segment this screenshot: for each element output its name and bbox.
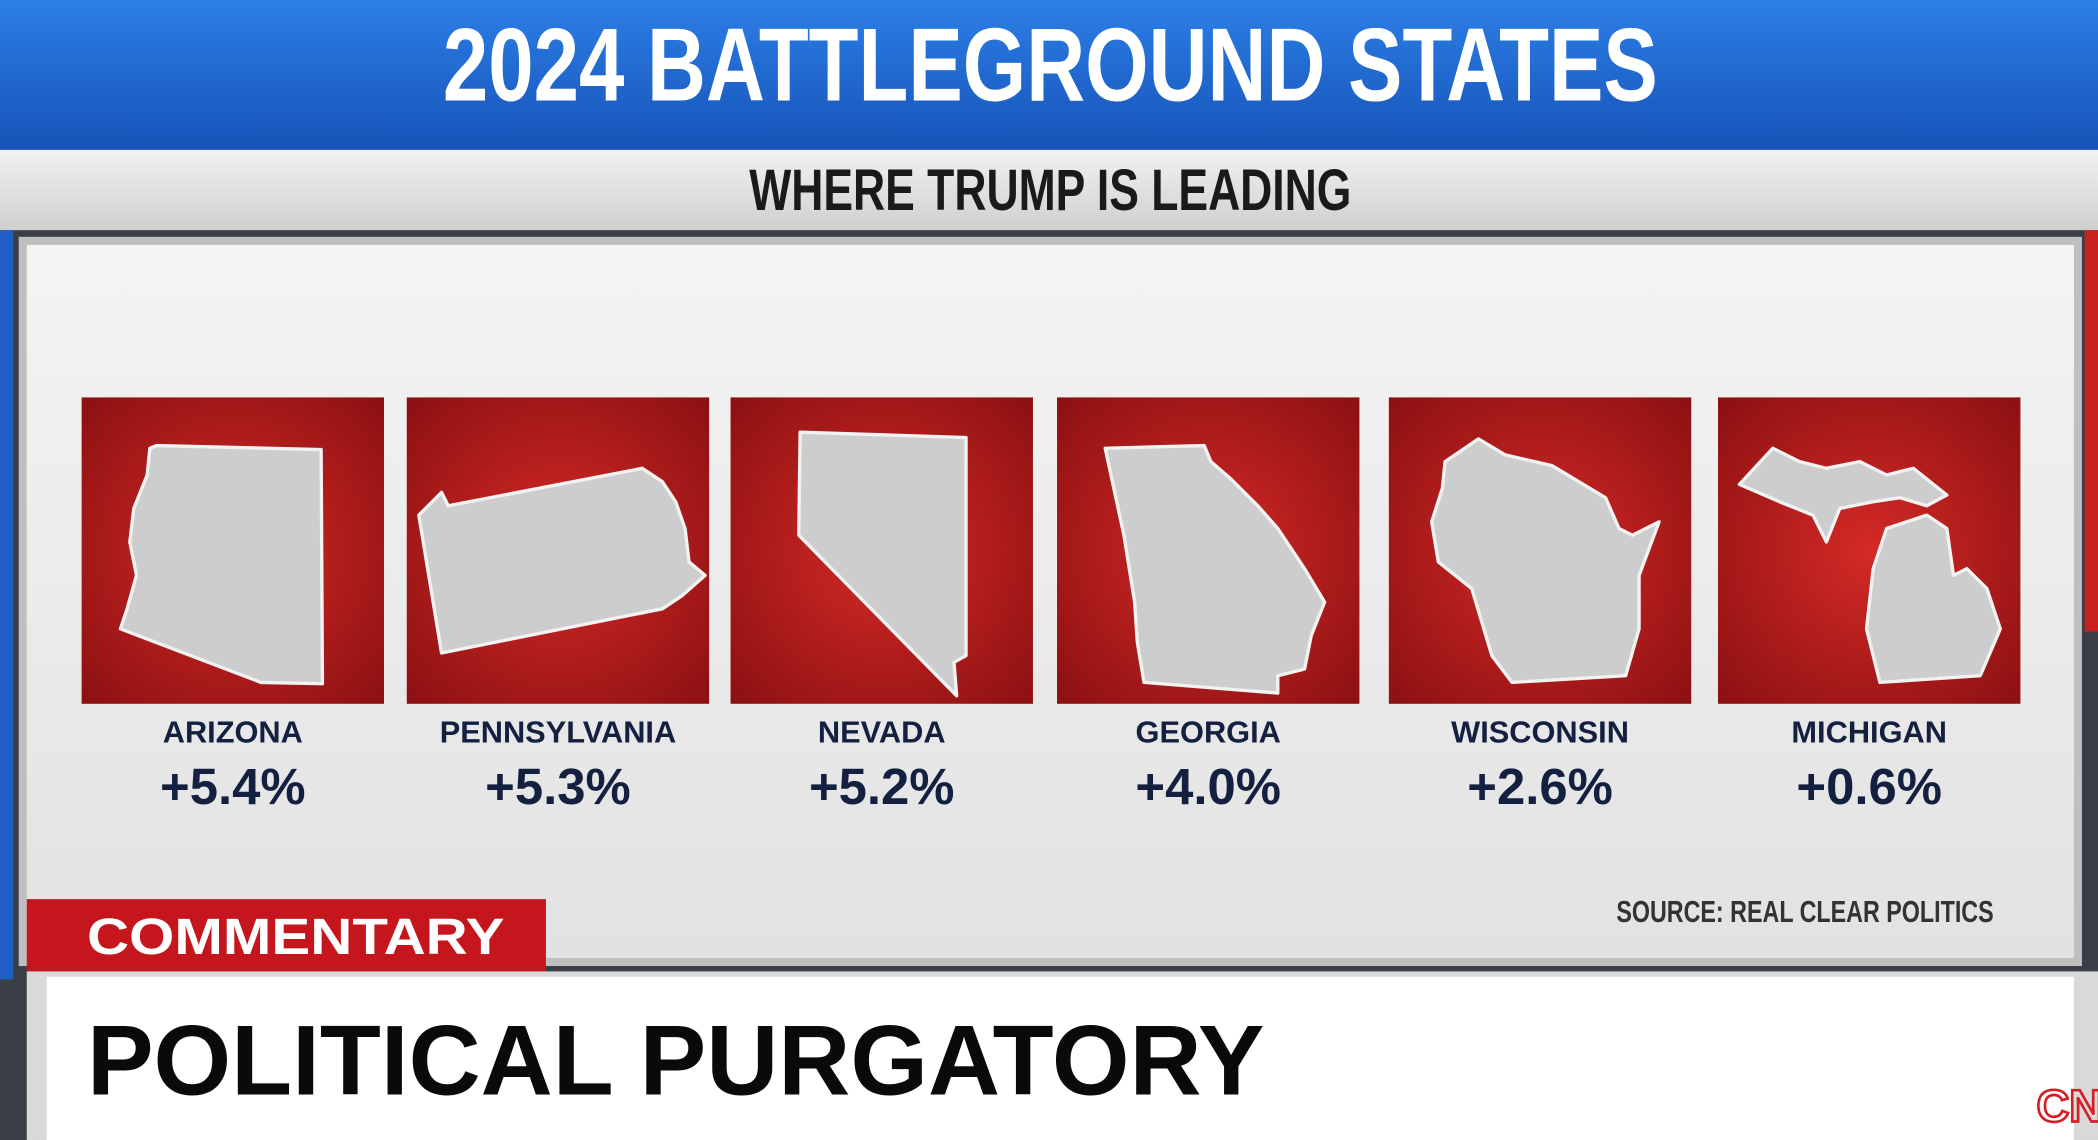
state-name: GEORGIA xyxy=(1136,715,1281,750)
state-lead: +5.2% xyxy=(809,758,955,815)
state-shape xyxy=(118,443,325,686)
state-name: PENNSYLVANIA xyxy=(440,715,676,750)
state-lead: +0.6% xyxy=(1796,758,1942,815)
state-lead: +4.0% xyxy=(1135,758,1281,815)
state-card: PENNSYLVANIA +5.3% xyxy=(406,397,710,815)
state-lead: +2.6% xyxy=(1467,758,1613,815)
state-card: MICHIGAN +0.6% xyxy=(1718,397,2021,815)
subtitle: WHERE TRUMP IS LEADING xyxy=(749,158,1351,223)
state-lead: +5.4% xyxy=(160,758,306,815)
source: SOURCE: REAL CLEAR POLITICS xyxy=(1616,894,1993,929)
state-card: NEVADA +5.2% xyxy=(730,397,1033,815)
state-shape xyxy=(1864,513,2002,685)
state-shape xyxy=(417,466,707,655)
state-name: WISCONSIN xyxy=(1451,715,1629,750)
headline: POLITICAL PURGATORY xyxy=(87,1004,1264,1115)
state-shape xyxy=(1103,443,1327,695)
state-card: WISCONSIN +2.6% xyxy=(1388,397,1692,815)
state-shape xyxy=(1429,437,1661,685)
state-name: MICHIGAN xyxy=(1791,715,1947,750)
side-accent xyxy=(0,230,14,980)
tag-text: COMMENTARY xyxy=(87,908,505,965)
state-shape xyxy=(1737,446,1949,544)
state-card: GEORGIA +4.0% xyxy=(1057,397,1360,815)
tag-box xyxy=(26,899,546,972)
title: 2024 BATTLEGROUND STATES xyxy=(443,7,1658,123)
state-lead: +5.3% xyxy=(485,758,631,815)
state-name: NEVADA xyxy=(818,715,946,750)
banner-box xyxy=(46,976,2074,1140)
subtitle-band xyxy=(0,149,2098,231)
state-shape xyxy=(797,430,968,698)
state-name: ARIZONA xyxy=(163,715,303,750)
logo: CNN xyxy=(2036,1080,2098,1131)
state-card: ARIZONA +5.4% xyxy=(81,397,385,815)
side-accent xyxy=(2084,230,2098,632)
title-band xyxy=(0,0,2098,150)
